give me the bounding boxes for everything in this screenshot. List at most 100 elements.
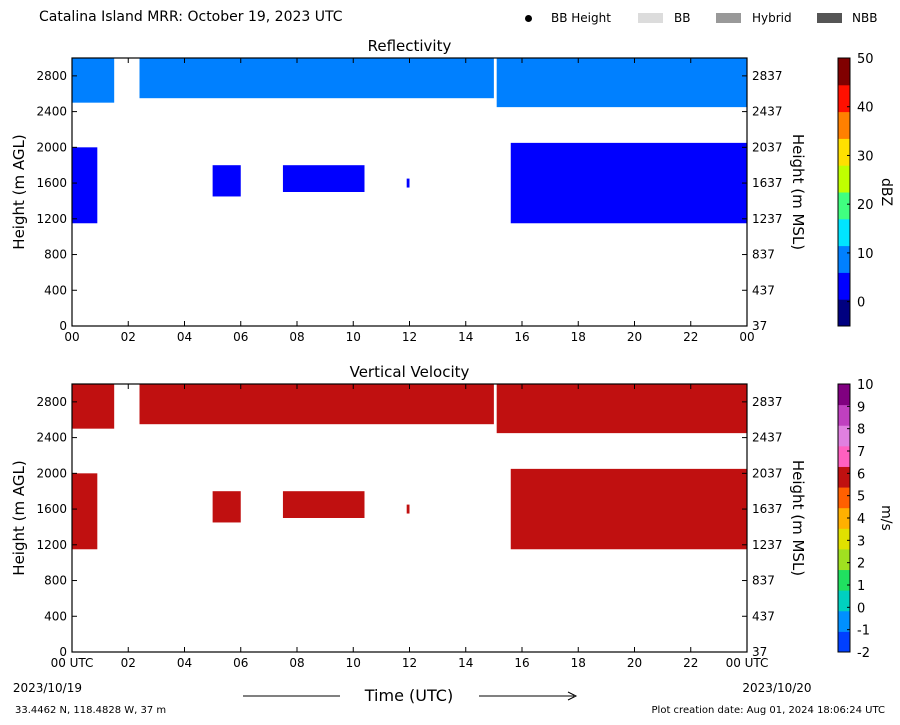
y-tick-label: 0 [59, 645, 67, 659]
legend-hybrid-swatch [716, 13, 741, 23]
colorbar-label: m/s [878, 505, 894, 531]
legend: BB Height BB Hybrid NBB [0, 0, 900, 30]
colorbar-segment [838, 111, 850, 139]
x-tick-label: 06 [233, 656, 248, 670]
page-title: Catalina Island MRR: October 19, 2023 UT… [39, 9, 343, 25]
x-tick-label: 20 [627, 656, 642, 670]
colorbar-tick-label: 10 [857, 247, 874, 262]
x-tick-label: 16 [514, 330, 529, 344]
y2-tick-label: 1637 [752, 502, 783, 516]
chart-title: Vertical Velocity [350, 363, 470, 381]
legend-hybrid-label: Hybrid [752, 11, 792, 25]
data-region [496, 58, 747, 108]
x-tick-label: 12 [402, 656, 417, 670]
x-tick-label: 04 [177, 656, 192, 670]
colorbar-segment [838, 445, 850, 467]
colorbar-frame [837, 57, 851, 327]
y-tick-label: 800 [44, 574, 67, 588]
y2-tick-label: 2437 [752, 431, 783, 445]
data-region [72, 384, 115, 429]
colorbar-segment [838, 138, 850, 166]
colorbar-segment [838, 84, 850, 113]
colorbar-tick-label: 40 [857, 101, 874, 116]
y2-tick-label: 437 [752, 609, 775, 623]
y-tick-label: 2800 [36, 395, 67, 409]
data-region [282, 165, 365, 192]
data-region [72, 473, 98, 550]
colorbar-tick-label: 9 [857, 400, 865, 415]
x-tick-label: 12 [402, 330, 417, 344]
x-tick-label: 18 [571, 330, 586, 344]
x-tick-label: 10 [346, 330, 361, 344]
colorbar-tick-label: 10 [857, 378, 874, 393]
data-region [139, 384, 494, 425]
y-axis-label: Height (m AGL) [10, 134, 28, 249]
x-tick-label: 00 UTC [51, 656, 94, 670]
y-tick-label: 1200 [36, 538, 67, 552]
x-tick-label: 02 [121, 656, 136, 670]
colorbar-segment [838, 466, 850, 488]
colorbar-segment [838, 487, 850, 509]
x-start-date: 2023/10/19 [13, 681, 82, 695]
x-tick-label: 22 [683, 330, 698, 344]
y-tick-label: 400 [44, 609, 67, 623]
x-tick-label: 06 [233, 330, 248, 344]
chart-title: Reflectivity [368, 37, 452, 55]
y-tick-label: 1600 [36, 176, 67, 190]
x-tick-label: 22 [683, 656, 698, 670]
colorbar-tick-label: 0 [857, 296, 865, 311]
x-tick-label: 16 [514, 656, 529, 670]
colorbar-segment [838, 425, 850, 447]
data-region [496, 384, 747, 434]
colorbar-tick-label: 20 [857, 198, 874, 213]
creation-date-text: Plot creation date: Aug 01, 2024 18:06:2… [651, 705, 885, 716]
colorbar-tick-label: 2 [857, 557, 865, 572]
y-tick-label: 2800 [36, 69, 67, 83]
x-tick-label: 10 [346, 656, 361, 670]
legend-nbb-label: NBB [852, 11, 878, 25]
y-axis-label: Height (m AGL) [10, 460, 28, 575]
legend-bb-swatch [638, 13, 663, 23]
colorbar-segment [838, 218, 850, 247]
colorbar-segment [838, 590, 850, 612]
y2-tick-label: 2837 [752, 395, 783, 409]
colorbar-tick-label: 0 [857, 601, 865, 616]
y-tick-label: 2000 [36, 140, 67, 154]
legend-nbb-swatch [817, 13, 842, 23]
y-tick-label: 400 [44, 283, 67, 297]
y2-tick-label: 2437 [752, 105, 783, 119]
x-tick-label: 20 [627, 330, 642, 344]
colorbar-segment [838, 610, 850, 632]
y2-tick-label: 37 [752, 645, 767, 659]
colorbar-segment [838, 404, 850, 426]
colorbar-tick-label: 3 [857, 534, 865, 549]
colorbar-tick-label: 5 [857, 490, 865, 505]
x-tick-label: 14 [458, 330, 473, 344]
colorbar-tick-label: 4 [857, 512, 865, 527]
data-region [406, 504, 410, 514]
colorbar-segment [838, 272, 850, 300]
x-tick-label: 08 [289, 656, 304, 670]
data-region [139, 58, 494, 99]
data-region [510, 142, 747, 224]
colorbar-tick-label: 8 [857, 423, 865, 438]
y2-tick-label: 1237 [752, 538, 783, 552]
colorbar-segment [838, 569, 850, 591]
colorbar-segment [838, 245, 850, 273]
x-arrow-head-icon [567, 691, 578, 701]
y-tick-label: 1200 [36, 212, 67, 226]
y2-tick-label: 2037 [752, 466, 783, 480]
data-region [72, 147, 98, 224]
data-region [212, 491, 241, 523]
y2-tick-label: 837 [752, 574, 775, 588]
x-tick-label: 18 [571, 656, 586, 670]
colorbar-tick-label: 1 [857, 579, 865, 594]
data-region [212, 165, 241, 197]
colorbar-tick-label: 30 [857, 149, 874, 164]
y-tick-label: 2400 [36, 431, 67, 445]
y-tick-label: 2400 [36, 105, 67, 119]
y2-tick-label: 837 [752, 248, 775, 262]
x-tick-label: 14 [458, 656, 473, 670]
x-tick-label: 02 [121, 330, 136, 344]
